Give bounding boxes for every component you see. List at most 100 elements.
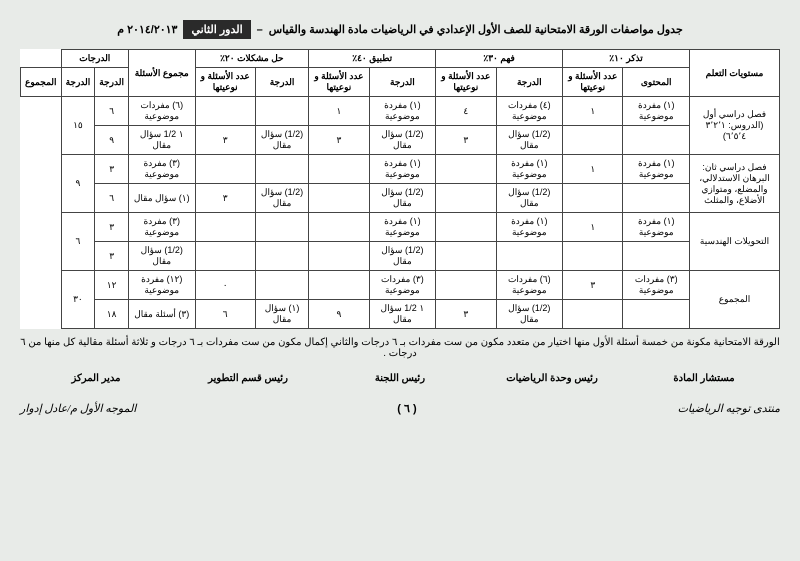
data-cell: ١٨ [95,300,129,329]
data-cell [195,155,255,184]
hdr-qcount: عدد الأسئلة و نوعيتها [309,68,369,97]
hdr-grade: الدرجة [496,68,563,97]
data-cell: ٣ [195,126,255,155]
hdr-content: المحتوى [623,68,690,97]
data-cell: ٩ [309,300,369,329]
hdr-qcount: عدد الأسئلة و نوعيتها [436,68,496,97]
data-cell: (1/2) سؤال مقال [496,300,563,329]
title-round: الدور الثاني [183,20,250,39]
data-cell: ٦ [95,97,129,126]
data-cell: (١) مفردة موضوعية [369,213,436,242]
sum-cell: ٩ [61,155,95,213]
sum-cell: ٣٠ [61,271,95,329]
bottom-row: منتدى توجيه الرياضيات ( ٦ ) الموجه الأول… [20,402,780,415]
title-main: جدول مواصفات الورقة الامتحانية للصف الأو… [269,23,683,36]
data-cell: ٠ [195,271,255,300]
data-cell [563,242,623,271]
sum-cell: ١٥ [61,97,95,155]
content-cell: فصل دراسي أول (الدروس: ٣٬٢٬١ ٦٬٥٬٤) [690,97,780,155]
hdr-grades: الدرجات [61,50,128,68]
data-cell: (1/2) سؤال مقال [369,184,436,213]
data-cell [436,155,496,184]
data-cell: (٣) مفردات موضوعية [369,271,436,300]
data-cell: ١ [563,155,623,184]
data-cell: (١) مفردة موضوعية [496,155,563,184]
data-cell [436,271,496,300]
data-cell: (1/2) سؤال مقال [496,184,563,213]
data-cell: ٣ [195,184,255,213]
content-cell: التحويلات الهندسية [690,213,780,271]
forum-name: منتدى توجيه الرياضيات [678,402,780,415]
data-cell: (١٢) مفردة موضوعية [128,271,195,300]
sig-math-head: رئيس وحدة الرياضيات [476,373,628,384]
data-cell: ١ [309,97,369,126]
title-year: ٢٠١٤/٢٠١٣ م [117,23,177,36]
data-cell [255,213,308,242]
hdr-grade: الدرجة [61,68,95,97]
hdr-sum: المجموع [21,68,62,97]
data-cell [436,213,496,242]
data-cell [309,213,369,242]
data-cell: ١ [563,97,623,126]
spec-table: مستويات التعلم تذكر ١٠٪ فهم ٣٠٪ تطبيق ٤٠… [20,49,780,329]
data-cell: ٣ [563,271,623,300]
hdr-apply: تطبيق ٤٠٪ [309,50,436,68]
sum-cell: ٦ [61,213,95,271]
data-cell [255,97,308,126]
data-cell: (١) مفردة موضوعية [623,213,690,242]
data-cell [563,126,623,155]
data-cell: ٩ [95,126,129,155]
data-cell: ٦ [195,300,255,329]
data-cell [436,242,496,271]
data-cell [623,300,690,329]
supervisor-sign: الموجه الأول م/عادل إدوار [20,402,136,415]
data-cell: (٣) أسئلة مقال [128,300,195,329]
page-number: ( ٦ ) [397,402,416,415]
hdr-grade: الدرجة [369,68,436,97]
data-cell: (1/2) سؤال مقال [369,126,436,155]
data-cell [195,242,255,271]
hdr-qcount: عدد الأسئلة و نوعيتها [563,68,623,97]
hdr-solve: حل مشكلات ٢٠٪ [195,50,309,68]
data-cell: ٣ [95,213,129,242]
hdr-levels: مستويات التعلم [690,50,780,97]
data-cell [309,242,369,271]
data-cell: ١ [563,213,623,242]
data-cell [623,242,690,271]
data-cell [309,184,369,213]
sig-dev: رئيس قسم التطوير [172,373,324,384]
data-cell [195,213,255,242]
data-cell: ٣ [309,126,369,155]
hdr-total-q: مجموع الأسئلة [128,50,195,97]
data-cell: ١٢ [95,271,129,300]
data-cell: (١) مفردة موضوعية [496,213,563,242]
hdr-grade: الدرجة [95,68,129,97]
data-cell: (١) مفردة موضوعية [623,97,690,126]
data-cell: (٦) مفردات موضوعية [496,271,563,300]
data-cell: (١) سؤال مقال [128,184,195,213]
title-bar: جدول مواصفات الورقة الامتحانية للصف الأو… [20,20,780,39]
data-cell [309,155,369,184]
data-cell: (١) مفردة موضوعية [369,97,436,126]
data-cell [623,126,690,155]
data-cell: ٣ [95,242,129,271]
hdr-understand: فهم ٣٠٪ [436,50,563,68]
data-cell [195,97,255,126]
data-cell: (٦) مفردات موضوعية [128,97,195,126]
data-cell: ٣ [436,126,496,155]
data-cell [255,271,308,300]
footnote: الورقة الامتحانية مكونة من خمسة أسئلة ال… [20,337,780,359]
data-cell: (١) سؤال مقال [255,300,308,329]
sig-consultant: مستشار المادة [628,373,780,384]
data-cell [623,184,690,213]
data-cell: (١) مفردة موضوعية [369,155,436,184]
data-cell: ١ 1/2 سؤال مقال [128,126,195,155]
data-cell: (1/2) سؤال مقال [496,126,563,155]
data-cell [563,300,623,329]
data-cell [496,242,563,271]
data-cell: ٣ [95,155,129,184]
data-cell: ٦ [95,184,129,213]
data-cell [255,155,308,184]
data-cell: (٤) مفردات موضوعية [496,97,563,126]
data-cell [309,271,369,300]
